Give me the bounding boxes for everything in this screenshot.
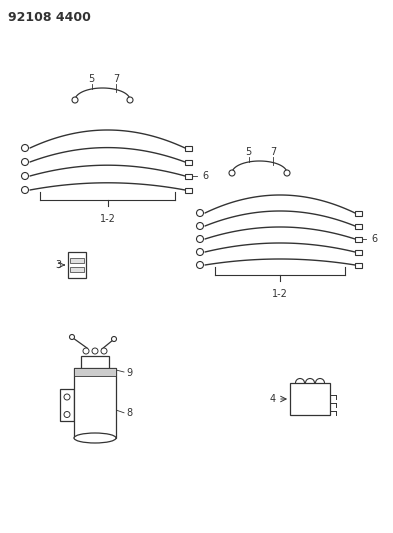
- Bar: [74, 368, 116, 376]
- Circle shape: [22, 144, 29, 151]
- Circle shape: [92, 348, 98, 354]
- Text: 6: 6: [202, 171, 208, 181]
- Circle shape: [196, 222, 204, 230]
- Bar: [70, 267, 84, 272]
- Bar: [60, 389, 74, 421]
- Circle shape: [64, 394, 70, 400]
- Bar: [355, 211, 362, 215]
- Circle shape: [64, 411, 70, 417]
- Bar: [185, 188, 192, 192]
- Circle shape: [70, 335, 75, 340]
- Text: 1-2: 1-2: [272, 289, 288, 299]
- Bar: [185, 146, 192, 150]
- Circle shape: [196, 236, 204, 243]
- Circle shape: [196, 248, 204, 255]
- Ellipse shape: [74, 433, 116, 443]
- Circle shape: [112, 336, 116, 342]
- Text: 5: 5: [245, 147, 252, 157]
- Text: 7: 7: [270, 147, 276, 157]
- Circle shape: [284, 170, 290, 176]
- Circle shape: [229, 170, 235, 176]
- Text: 3: 3: [55, 260, 61, 270]
- Bar: [355, 262, 362, 268]
- Text: 92108 4400: 92108 4400: [8, 11, 91, 24]
- Circle shape: [196, 262, 204, 269]
- Circle shape: [22, 173, 29, 180]
- Bar: [70, 258, 84, 263]
- Text: 9: 9: [126, 368, 132, 378]
- Text: 7: 7: [113, 74, 119, 84]
- Circle shape: [196, 209, 204, 216]
- Circle shape: [72, 97, 78, 103]
- Text: 6: 6: [371, 234, 377, 244]
- Bar: [290, 383, 330, 415]
- Circle shape: [83, 348, 89, 354]
- Bar: [74, 368, 116, 438]
- Circle shape: [22, 187, 29, 193]
- Text: 4: 4: [270, 394, 276, 404]
- Circle shape: [22, 158, 29, 166]
- Bar: [185, 159, 192, 165]
- Bar: [355, 249, 362, 254]
- Text: 8: 8: [126, 408, 132, 418]
- Bar: [81, 356, 108, 368]
- Text: 1-2: 1-2: [99, 214, 116, 224]
- Circle shape: [101, 348, 107, 354]
- Bar: [185, 174, 192, 179]
- Bar: [68, 252, 86, 278]
- Text: 5: 5: [88, 74, 95, 84]
- Bar: [355, 237, 362, 241]
- Bar: [355, 223, 362, 229]
- Circle shape: [127, 97, 133, 103]
